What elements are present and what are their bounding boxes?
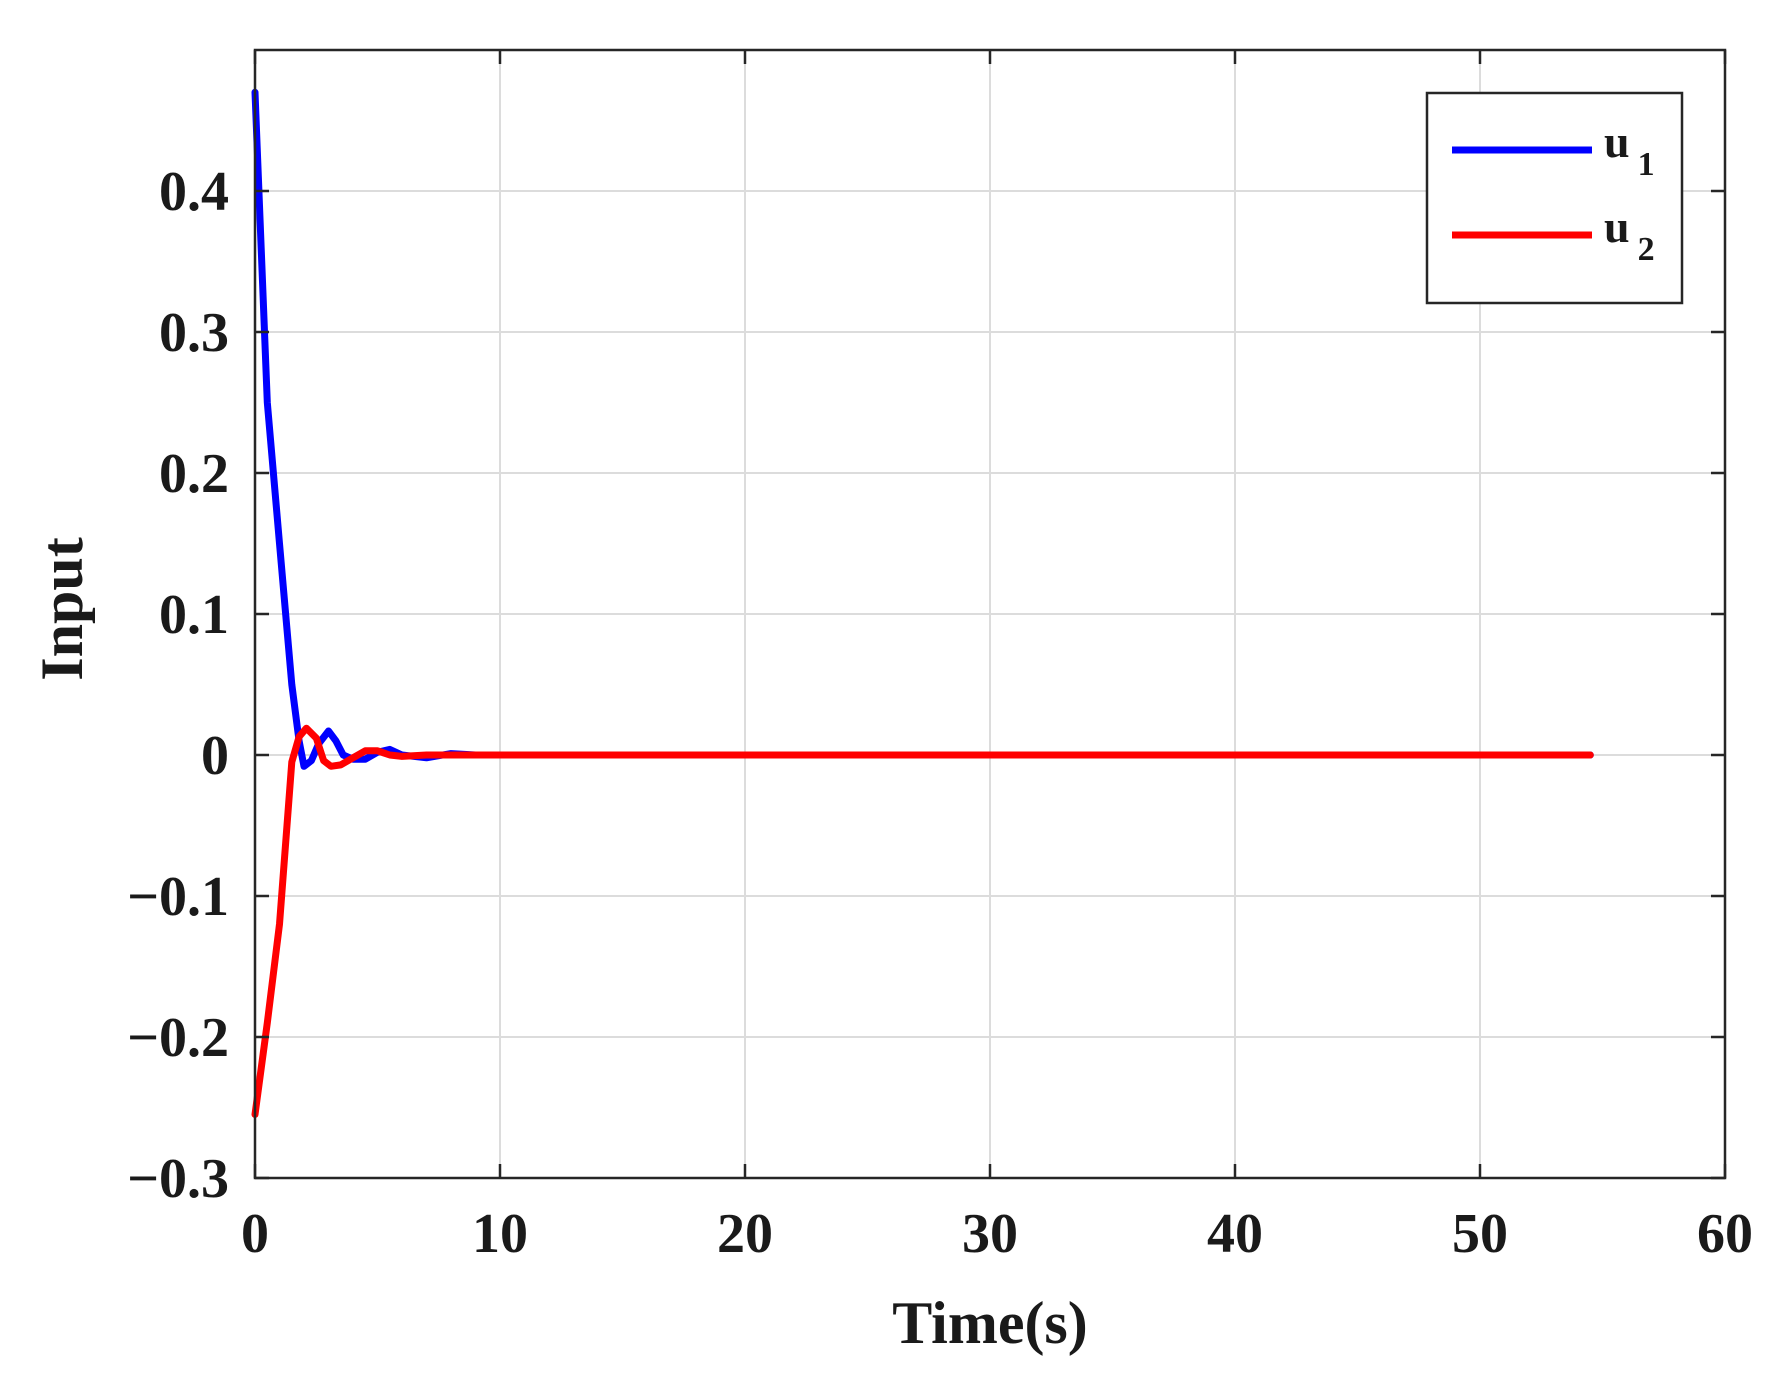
legend-box	[1425, 91, 1684, 305]
y-tick-label: −0.1	[127, 866, 229, 928]
y-tick-label: 0.4	[159, 161, 229, 223]
series-line-1	[251, 88, 1594, 770]
series-line-2	[251, 724, 1594, 1118]
y-tick-label: 0.1	[159, 584, 229, 646]
x-tick-label: 0	[241, 1203, 269, 1265]
axis-ticks	[253, 50, 1727, 1180]
x-tick-label: 50	[1452, 1203, 1508, 1265]
x-tick-label: 10	[472, 1203, 528, 1265]
y-tick-label: 0.3	[159, 302, 229, 364]
legend-label-name: u	[1604, 201, 1630, 252]
x-tick-label: 40	[1207, 1203, 1263, 1265]
legend-label-name: u	[1604, 116, 1630, 167]
x-axis-title: Time(s)	[892, 1290, 1088, 1356]
y-tick-label: 0	[201, 725, 229, 787]
x-tick-label: 60	[1697, 1203, 1753, 1265]
legend: u 1u 2	[1425, 91, 1684, 305]
y-axis-title: Input	[29, 537, 95, 680]
y-tick-label: −0.3	[127, 1148, 229, 1210]
data-series	[251, 88, 1594, 1118]
legend-label-subscript: 2	[1638, 231, 1655, 268]
y-tick-label: −0.2	[127, 1007, 229, 1069]
x-tick-label: 20	[717, 1203, 773, 1265]
tick-labels: 0 10 20 30 40 50 60 −0.3 −0.2 −0.1 0 0.1 0.2 0.3 0.4	[127, 161, 1753, 1265]
x-tick-label: 30	[962, 1203, 1018, 1265]
legend-label-subscript: 1	[1638, 146, 1655, 183]
y-tick-label: 0.2	[159, 443, 229, 505]
